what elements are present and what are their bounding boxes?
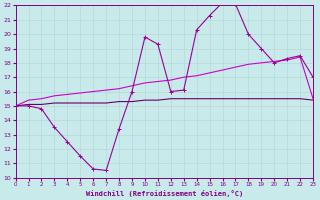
X-axis label: Windchill (Refroidissement éolien,°C): Windchill (Refroidissement éolien,°C): [86, 190, 243, 197]
